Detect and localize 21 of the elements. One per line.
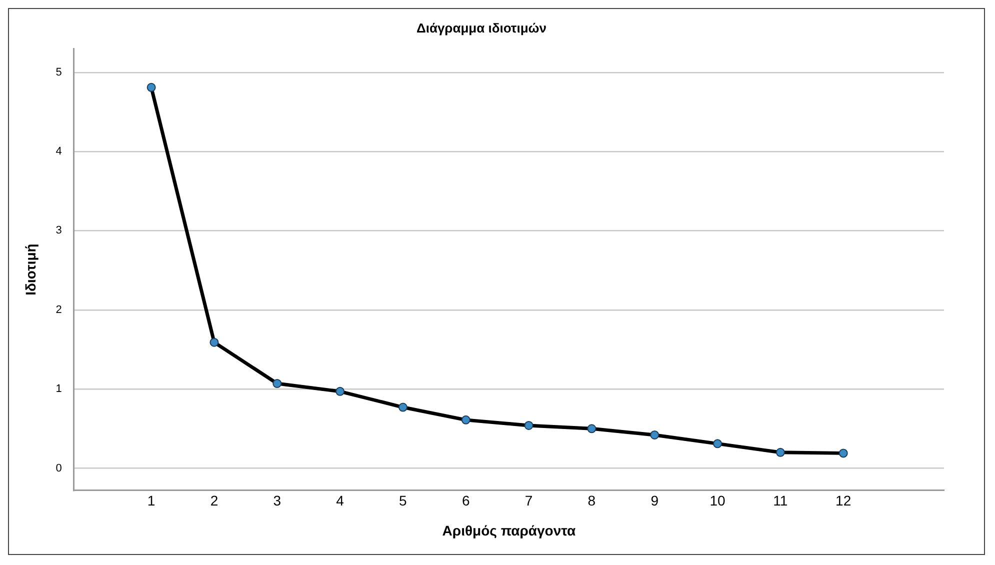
x-tick-label: 6 <box>462 492 470 509</box>
x-tick-label: 11 <box>773 492 788 509</box>
x-tick-label: 10 <box>710 492 726 509</box>
y-tick-label: 2 <box>56 304 62 316</box>
x-tick-label: 12 <box>836 492 852 509</box>
y-tick-label: 3 <box>56 224 62 237</box>
y-tick-label: 5 <box>56 66 62 78</box>
x-tick-label: 9 <box>650 492 659 509</box>
x-tick-label: 4 <box>336 492 344 509</box>
x-tick-label: 7 <box>524 492 533 509</box>
x-tick-label: 1 <box>147 492 156 509</box>
y-tick-label: 1 <box>56 383 62 396</box>
y-tick-label: 0 <box>56 462 62 474</box>
x-tick-label: 5 <box>399 492 408 509</box>
y-tick-label: 4 <box>56 146 62 158</box>
x-tick-label: 3 <box>273 492 282 509</box>
y-axis-title: Ιδιοτιμή <box>22 244 38 296</box>
x-tick-label: 8 <box>588 492 596 509</box>
chart-title: Διάγραμμα ιδιοτιμών <box>416 20 546 36</box>
x-tick-label: 2 <box>210 492 218 509</box>
x-axis-title: Αριθμός παράγοντα <box>442 522 576 538</box>
